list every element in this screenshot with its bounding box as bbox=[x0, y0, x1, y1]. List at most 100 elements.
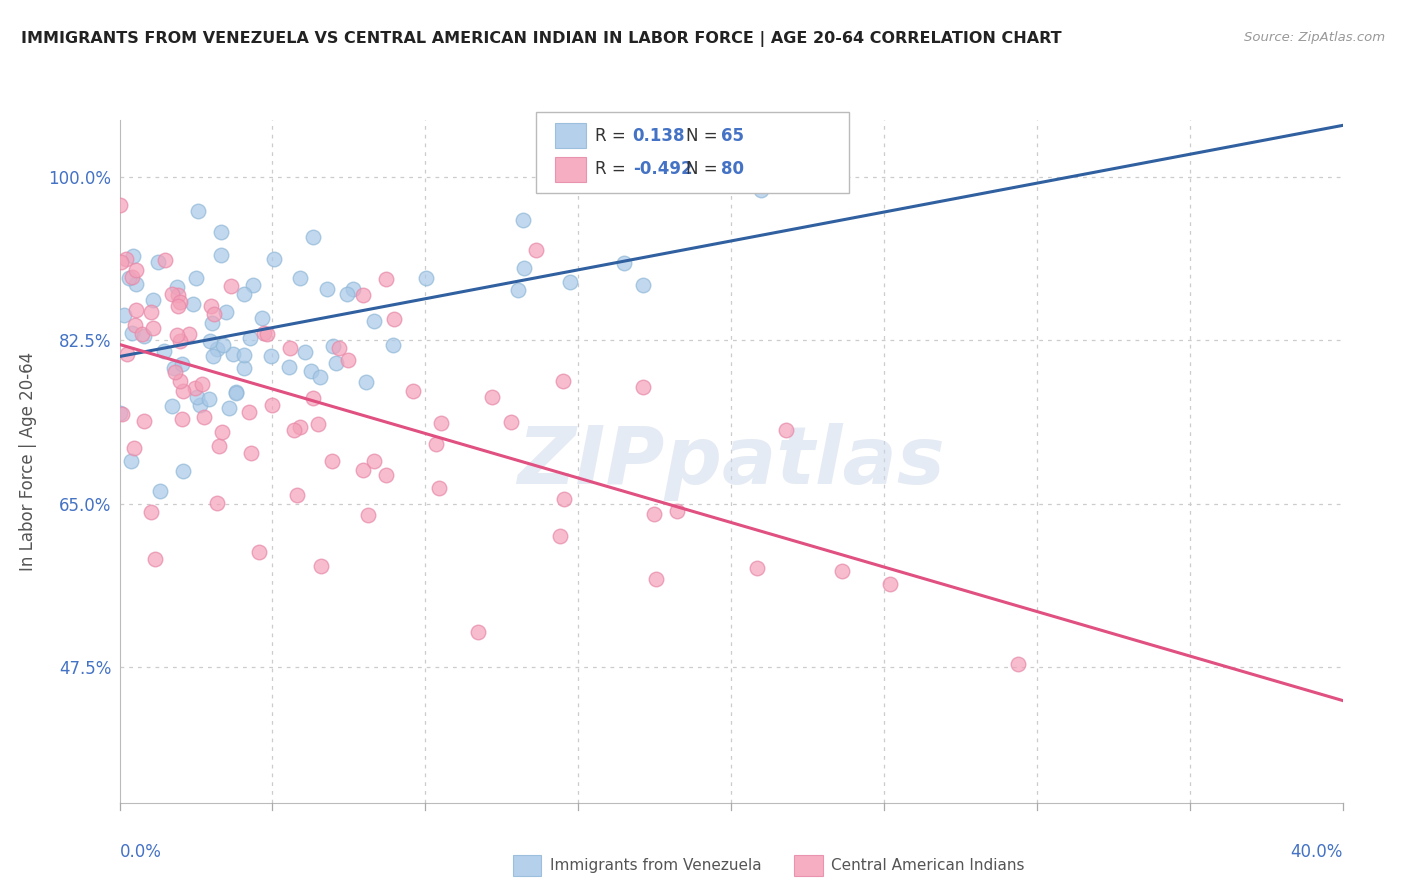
Point bbox=[467, 624, 489, 639]
Point bbox=[208, 439, 231, 453]
Point bbox=[170, 412, 193, 426]
Point bbox=[288, 419, 311, 434]
Point bbox=[139, 305, 162, 319]
Point bbox=[260, 398, 283, 412]
Point bbox=[121, 269, 143, 284]
Text: R =: R = bbox=[595, 161, 631, 178]
Point bbox=[775, 423, 797, 437]
Point bbox=[181, 296, 204, 310]
Point bbox=[321, 454, 343, 468]
Point bbox=[125, 277, 148, 292]
Point bbox=[160, 399, 183, 413]
Point bbox=[225, 384, 247, 399]
Point bbox=[110, 255, 132, 269]
Text: 0.138: 0.138 bbox=[633, 127, 685, 145]
Point bbox=[512, 212, 534, 227]
Point bbox=[205, 495, 228, 509]
Point bbox=[163, 360, 186, 375]
Text: -0.492: -0.492 bbox=[633, 161, 692, 178]
Text: IMMIGRANTS FROM VENEZUELA VS CENTRAL AMERICAN INDIAN IN LABOR FORCE | AGE 20-64 : IMMIGRANTS FROM VENEZUELA VS CENTRAL AME… bbox=[21, 31, 1062, 47]
Point bbox=[363, 454, 385, 468]
Point bbox=[263, 252, 285, 266]
Point bbox=[115, 252, 138, 266]
Point bbox=[184, 381, 207, 395]
Point bbox=[288, 270, 311, 285]
Text: R =: R = bbox=[595, 127, 631, 145]
Point bbox=[142, 321, 165, 335]
Point bbox=[631, 380, 654, 394]
Point bbox=[382, 337, 405, 351]
Point bbox=[337, 353, 360, 368]
Point bbox=[354, 376, 377, 390]
Point bbox=[205, 342, 228, 356]
Point bbox=[631, 278, 654, 293]
Point bbox=[120, 453, 142, 467]
Point bbox=[645, 572, 668, 586]
Point bbox=[307, 417, 329, 431]
Point bbox=[302, 391, 325, 405]
Point bbox=[166, 288, 188, 302]
Point bbox=[548, 529, 571, 543]
Point bbox=[160, 287, 183, 301]
Point bbox=[214, 305, 236, 319]
Point bbox=[193, 409, 215, 424]
Point bbox=[252, 311, 274, 326]
Point bbox=[218, 401, 240, 415]
Point bbox=[169, 374, 191, 388]
Point bbox=[152, 343, 174, 358]
Point bbox=[172, 464, 194, 478]
Point bbox=[146, 254, 169, 268]
Point bbox=[294, 345, 316, 359]
Point bbox=[166, 328, 188, 343]
Point bbox=[125, 263, 148, 277]
Point bbox=[188, 399, 211, 413]
Point bbox=[177, 326, 200, 341]
Point bbox=[551, 374, 574, 388]
Point bbox=[328, 341, 350, 355]
Point bbox=[558, 275, 581, 289]
Point bbox=[665, 504, 688, 518]
Point bbox=[163, 365, 186, 379]
Point bbox=[198, 334, 221, 349]
Point bbox=[121, 326, 143, 340]
Point bbox=[316, 282, 339, 296]
Point bbox=[831, 564, 853, 578]
Point bbox=[643, 507, 665, 521]
Point bbox=[277, 360, 299, 375]
Point bbox=[242, 277, 264, 292]
Text: ZIPpatlas: ZIPpatlas bbox=[517, 423, 945, 500]
Point bbox=[356, 508, 378, 522]
Point bbox=[122, 441, 145, 455]
Text: N =: N = bbox=[686, 161, 723, 178]
Text: 40.0%: 40.0% bbox=[1291, 843, 1343, 861]
Point bbox=[143, 552, 166, 566]
Point bbox=[115, 347, 138, 361]
Text: N =: N = bbox=[686, 127, 723, 145]
Point bbox=[513, 261, 536, 276]
Point bbox=[202, 349, 225, 363]
Point bbox=[121, 249, 143, 263]
Point bbox=[233, 360, 256, 375]
Point bbox=[322, 338, 344, 352]
Point bbox=[222, 347, 245, 361]
Point bbox=[184, 271, 207, 285]
Point bbox=[879, 577, 901, 591]
Point bbox=[219, 278, 242, 293]
Point bbox=[256, 326, 278, 341]
Point bbox=[118, 271, 141, 285]
Point bbox=[233, 348, 256, 362]
Point bbox=[239, 331, 262, 345]
Point bbox=[363, 314, 385, 328]
Point bbox=[187, 203, 209, 218]
Point bbox=[201, 316, 224, 330]
Point bbox=[309, 370, 332, 384]
Text: Central American Indians: Central American Indians bbox=[831, 858, 1025, 872]
Text: 65: 65 bbox=[721, 127, 744, 145]
Point bbox=[186, 390, 208, 404]
Point bbox=[142, 293, 165, 307]
Point bbox=[200, 299, 222, 313]
Point bbox=[415, 271, 437, 285]
Point bbox=[212, 338, 235, 352]
Point bbox=[309, 558, 332, 573]
Point bbox=[233, 286, 256, 301]
